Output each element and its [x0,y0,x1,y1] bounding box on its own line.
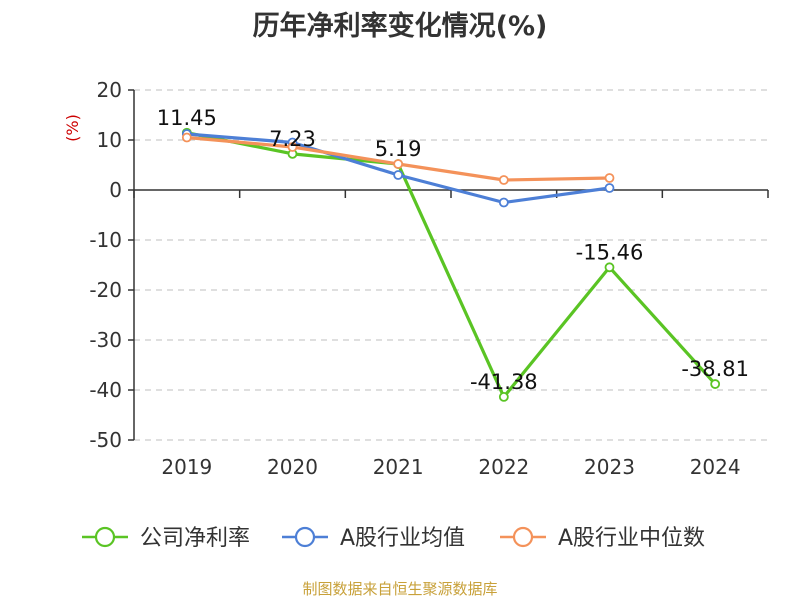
data-label: 7.23 [269,127,316,151]
y-tick-label: 0 [109,178,122,202]
data-point [710,379,721,389]
data-point [604,173,615,183]
data-label: 11.45 [157,106,217,130]
y-tick-label: -10 [89,228,122,252]
legend: 公司净利率 A股行业均值 A股行业中位数 [82,526,705,551]
data-label-layer: 11.45 7.23 5.19 -41.38 -15.46 -38.81 [157,106,749,394]
x-tick-label: 2019 [161,455,212,479]
data-point [287,142,298,152]
x-tick-label: 2024 [690,455,741,479]
series-line-0 [186,131,717,399]
data-point [393,159,404,169]
y-tick-label: -40 [89,378,122,402]
y-tick-label: -20 [89,278,122,302]
x-tick-label: 2023 [584,455,635,479]
y-tick-label: 10 [97,128,122,152]
x-tick-label: 2021 [373,455,424,479]
data-point [393,170,404,180]
data-point [498,197,509,208]
series-layer [181,127,721,402]
data-point [604,262,615,273]
data-label: -38.81 [681,357,749,381]
legend-marker [94,526,116,548]
legend-marker [294,526,316,548]
y-tick-label: -30 [89,328,122,352]
axis-layer: 20 10 0 -10 -20 -30 -40 -50 2019 2020 2021 2022 2023… [89,78,769,479]
chart-title: 历年净利率变化情况(%) [252,11,548,42]
legend-marker [512,526,534,548]
y-tick-label: -50 [89,428,122,452]
source-note: 制图数据来自恒生聚源数据库 [302,580,498,598]
legend-label: A股行业均值 [340,526,465,551]
data-label: -15.46 [576,240,644,264]
data-label: -41.38 [470,370,538,394]
data-point [181,132,192,143]
y-tick-label: 20 [97,78,122,102]
data-point [498,391,509,402]
legend-label: A股行业中位数 [558,526,705,551]
x-tick-label: 2020 [267,455,318,479]
data-label: 5.19 [375,137,422,161]
x-tick-label: 2022 [478,455,529,479]
data-point [498,175,509,185]
legend-label: 公司净利率 [140,526,250,551]
grid-layer [134,89,768,441]
data-point [604,183,615,193]
y-axis-label: (%) [63,114,82,142]
